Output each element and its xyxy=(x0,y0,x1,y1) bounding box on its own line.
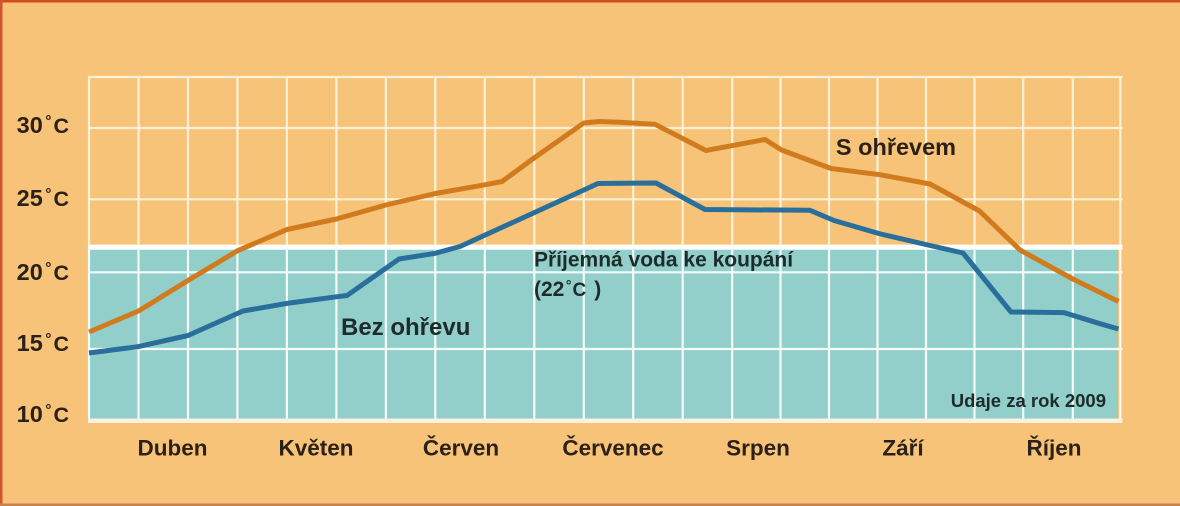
svg-text:Červenec: Červenec xyxy=(562,436,663,461)
svg-text:Příjemná voda ke koupání: Příjemná voda ke koupání xyxy=(534,249,794,272)
svg-text:Srpen: Srpen xyxy=(726,436,790,461)
svg-text:Bez ohřevu: Bez ohřevu xyxy=(341,314,470,341)
svg-text:Květen: Květen xyxy=(278,436,353,461)
svg-text:Září: Září xyxy=(882,436,924,461)
svg-text:Říjen: Říjen xyxy=(1026,436,1081,461)
svg-text:Udaje za rok 2009: Udaje za rok 2009 xyxy=(951,390,1106,411)
svg-text:Duben: Duben xyxy=(138,436,208,461)
svg-text:S ohřevem: S ohřevem xyxy=(836,134,956,160)
svg-text:Červen: Červen xyxy=(423,436,499,461)
